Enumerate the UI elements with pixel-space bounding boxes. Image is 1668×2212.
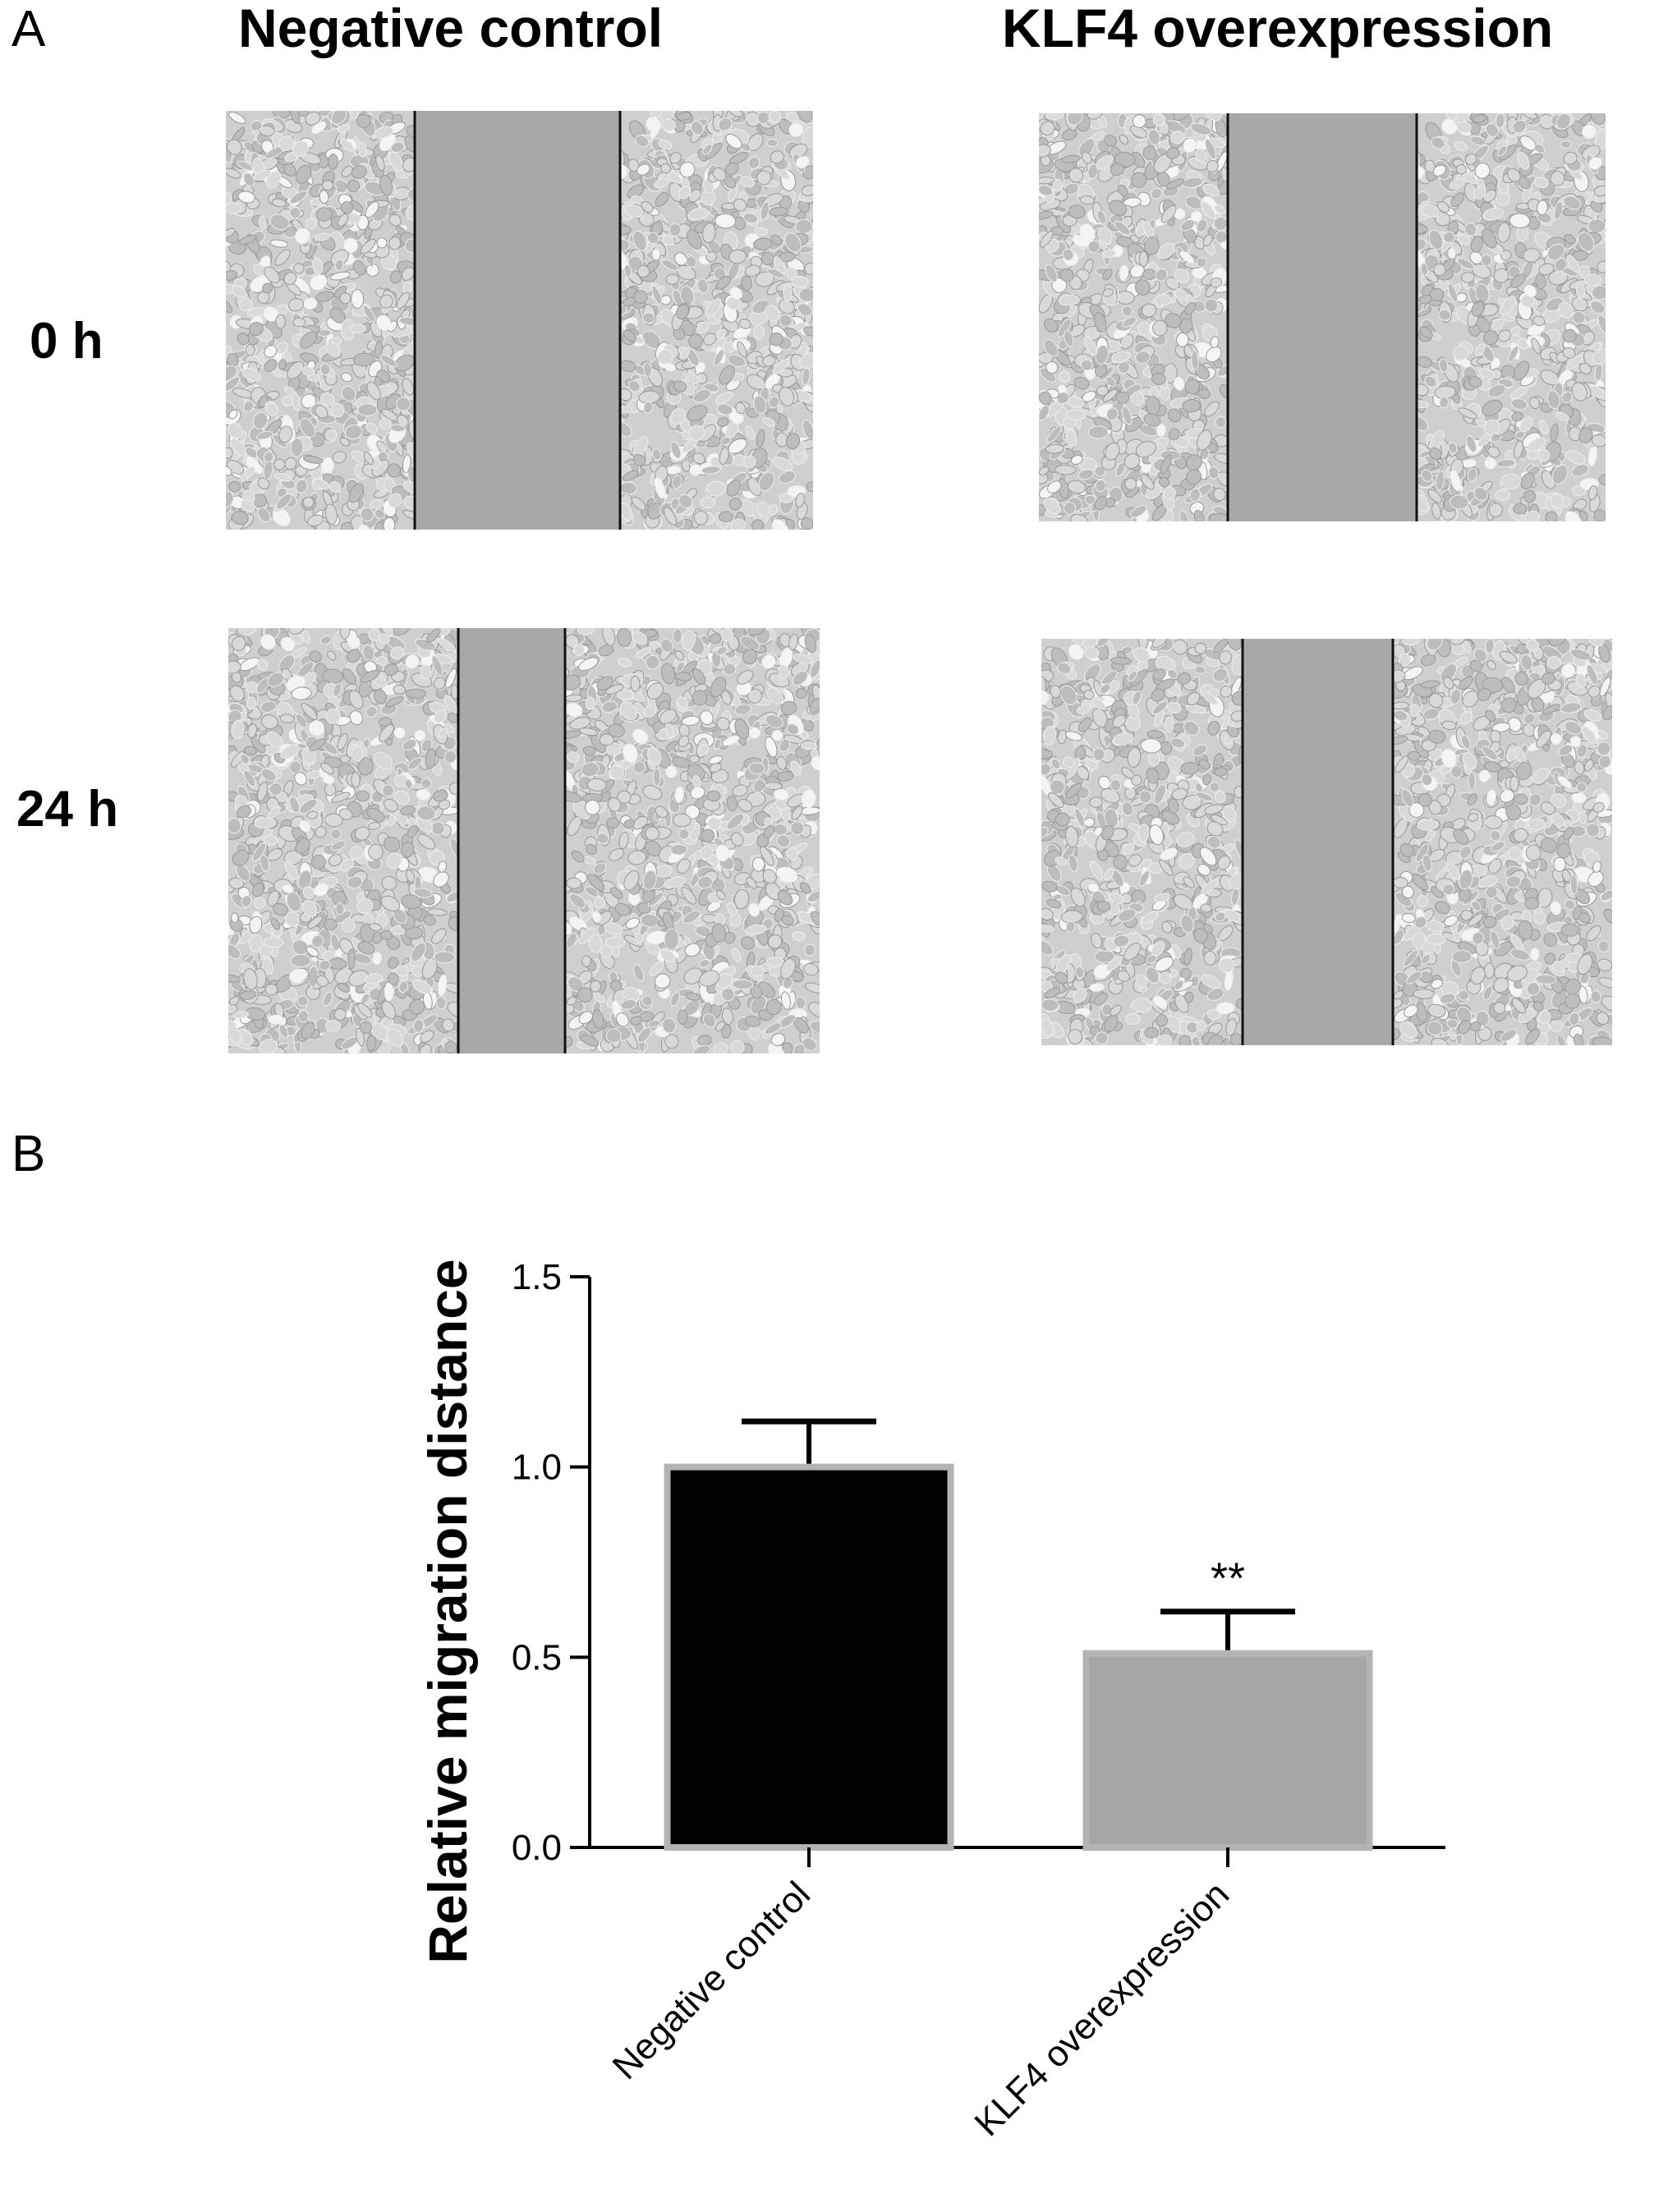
x-category-label: Negative control (605, 1874, 818, 2086)
y-tick-label: 0.0 (512, 1828, 562, 1868)
y-tick-label: 1.5 (512, 1257, 562, 1297)
y-tick-label: 1.0 (512, 1448, 562, 1488)
bar (1082, 1650, 1373, 1852)
row-label-0h: 0 h (30, 313, 103, 369)
micrograph-klf4-overexpression-24h (1041, 639, 1612, 1045)
panel-a-letter: A (11, 1, 46, 57)
y-tick-label: 0.5 (512, 1637, 562, 1677)
micrograph-klf4-overexpression-0h (1039, 113, 1606, 521)
x-category-label: KLF4 overexpression (967, 1874, 1237, 2144)
significance-annotation: ** (1211, 1554, 1245, 1604)
bar-chart: 0.0 0.5 1.0 1.5 Relative migration distance N… (417, 1257, 1445, 2144)
micrograph-negative-control-24h (228, 628, 820, 1053)
micrograph-negative-control-0h (226, 111, 813, 530)
y-axis-label: Relative migration distance (417, 1259, 478, 1963)
column-title-klf4-overexpression: KLF4 overexpression (1002, 0, 1554, 58)
panel-b-letter: B (11, 1126, 46, 1182)
column-title-negative-control: Negative control (238, 0, 664, 58)
row-label-24h: 24 h (16, 781, 119, 838)
bar (664, 1463, 954, 1851)
